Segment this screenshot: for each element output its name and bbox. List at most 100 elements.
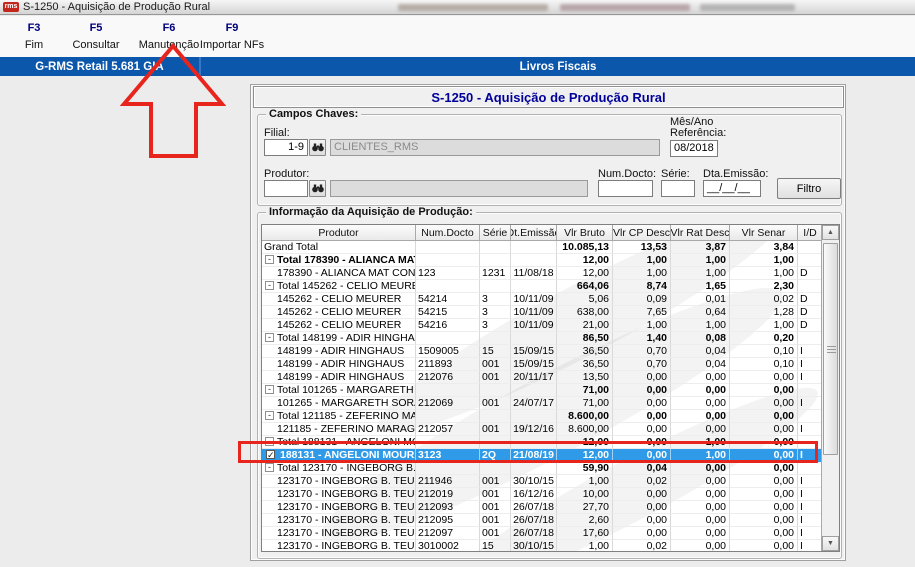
produtor-cell: 178390 - ALIANCA MAT CONSTRUCAO <box>262 267 416 280</box>
filtro-button[interactable]: Filtro <box>777 178 841 199</box>
grid-row[interactable]: Grand Total 10.085,13 13,53 3,87 3,84 <box>262 241 823 254</box>
vlr-rat-desc-cell: 1,00 <box>671 436 730 449</box>
grid-row[interactable]: 148199 - ADIR HINGHAUS 211893 001 15/09/15 3… <box>262 358 823 371</box>
vlr-rat-desc-cell: 1,00 <box>671 254 730 267</box>
grid-row[interactable]: 123170 - INGEBORG B. TEUBER30100021530/1… <box>262 540 823 552</box>
vlr-cp-desc-cell: 7,65 <box>613 306 671 319</box>
serie-cell: 15 <box>480 540 511 551</box>
grid-row[interactable]: -Total 101265 - MARGARETH SORATT71,000,0… <box>262 384 823 397</box>
vlr-cp-desc-cell: 0,00 <box>613 384 671 397</box>
grid-row[interactable]: 123170 - INGEBORG B. TEUBER21201900116/1… <box>262 488 823 501</box>
column-header[interactable]: Vlr Senar <box>730 225 798 241</box>
vlr-senar-cell: 0,10 <box>730 345 798 358</box>
vlr-senar-cell: 0,00 <box>730 384 798 397</box>
vlr-cp-desc-cell: 0,00 <box>613 501 671 514</box>
grid-row[interactable]: 101265 - MARGARETH SORATTO BU21206900124… <box>262 397 823 410</box>
filial-lookup-button[interactable] <box>309 139 326 156</box>
fkey-fim[interactable]: F3 Fim <box>12 22 56 51</box>
grid-row-selected[interactable]: ✓ 188131 - ANGELONI MOURA 3123 2Q 21/08/19 12… <box>262 449 823 462</box>
grid-row[interactable]: 148199 - ADIR HINGHAUS 1509005 15 15/09/15 3… <box>262 345 823 358</box>
dt-emissao-cell <box>511 462 557 475</box>
grid-vertical-scrollbar[interactable]: ▲ ▼ <box>821 225 839 551</box>
num-docto-input[interactable] <box>598 180 653 197</box>
collapse-icon[interactable]: - <box>265 463 274 472</box>
column-header[interactable]: Vlr Rat Desc <box>671 225 730 241</box>
fkey-consultar[interactable]: F5 Consultar <box>64 22 128 51</box>
produtor-text: 123170 - INGEBORG B. TEUBER <box>277 540 415 552</box>
produtor-cell: 123170 - INGEBORG B. TEUBER <box>262 527 416 540</box>
dt-emissao-cell: 26/07/18 <box>511 527 557 540</box>
dt-emissao-cell <box>511 436 557 449</box>
grid-row[interactable]: 145262 - CELIO MEURER 54214 3 10/11/09 5,06 0… <box>262 293 823 306</box>
filial-input[interactable]: 1-9 <box>264 139 308 156</box>
grid-row[interactable]: 123170 - INGEBORG B. TEUBER21194600130/1… <box>262 475 823 488</box>
grid-row[interactable]: -Total 178390 - ALIANCA MAT CO12,001,001… <box>262 254 823 267</box>
serie-input[interactable] <box>661 180 695 197</box>
grid-row[interactable]: -Total 123170 - INGEBORG B. TEUBER59,900… <box>262 462 823 475</box>
grid-row[interactable]: 121185 - ZEFERINO MARAGNO 212057 001 19/12/… <box>262 423 823 436</box>
fkey-importar-nfs[interactable]: F9 Importar NFs <box>192 22 272 51</box>
num-docto-cell <box>416 410 480 423</box>
grid-row[interactable]: - Total 148199 - ADIR HINGHAUS 86,50 1,40 0,… <box>262 332 823 345</box>
produtor-cell: 123170 - INGEBORG B. TEUBER <box>262 540 416 552</box>
column-header[interactable]: I/D <box>798 225 823 241</box>
fkey-toolbar: F3 Fim F5 Consultar F6 Manutenção F9 Imp… <box>0 16 915 57</box>
column-header[interactable]: Série <box>480 225 511 241</box>
num-docto-cell: 211893 <box>416 358 480 371</box>
vlr-cp-desc-cell: 0,09 <box>613 293 671 306</box>
scroll-down-button[interactable]: ▼ <box>822 536 839 551</box>
num-docto-cell: 3123 <box>416 449 480 462</box>
column-header[interactable]: Produtor <box>262 225 416 241</box>
id-cell: I <box>798 371 823 384</box>
grid-row[interactable]: -Total 121185 - ZEFERINO MARAGNO 8.600,00… <box>262 410 823 423</box>
row-checkbox-checked[interactable]: ✓ <box>266 450 275 460</box>
aquisicao-legend: Informação da Aquisição de Produção: <box>266 206 476 218</box>
grid-row[interactable]: 123170 - INGEBORG B. TEUBER21209700126/0… <box>262 527 823 540</box>
grid-row[interactable]: 123170 - INGEBORG B. TEUBER21209300126/0… <box>262 501 823 514</box>
produtor-cell: 145262 - CELIO MEURER <box>262 293 416 306</box>
fkey-caption: Fim <box>24 39 44 51</box>
serie-cell: 001 <box>480 488 511 501</box>
dta-emissao-input[interactable]: __/__/__ <box>703 180 761 197</box>
window-titlebar[interactable]: rms S-1250 - Aquisição de Produção Rural <box>0 0 915 15</box>
collapse-icon[interactable]: - <box>265 437 274 446</box>
vlr-rat-desc-cell: 1,00 <box>671 319 730 332</box>
column-header[interactable]: Vlr CP Desc <box>613 225 671 241</box>
produtor-cell: -Total 101265 - MARGARETH SORATT <box>262 384 416 397</box>
vlr-bruto-cell: 86,50 <box>557 332 613 345</box>
grid-row[interactable]: 145262 - CELIO MEURER 54216 3 10/11/09 21,00… <box>262 319 823 332</box>
vlr-bruto-cell: 36,50 <box>557 358 613 371</box>
grid-row[interactable]: 123170 - INGEBORG B. TEUBER21209500126/0… <box>262 514 823 527</box>
id-cell <box>798 254 823 267</box>
mes-ano-input[interactable]: 08/2018 <box>670 140 718 157</box>
grid-row[interactable]: 145262 - CELIO MEURER 54215 3 10/11/09 638,0… <box>262 306 823 319</box>
grid-row[interactable]: -Total 188131 - ANGELONI MOURA12,000,001… <box>262 436 823 449</box>
module-label[interactable]: Livros Fiscais <box>519 60 597 73</box>
grid-row[interactable]: - Total 145262 - CELIO MEURER 664,06 8,74 1,… <box>262 280 823 293</box>
id-cell <box>798 332 823 345</box>
column-header[interactable]: Num.Docto <box>416 225 480 241</box>
dt-emissao-cell: 30/10/15 <box>511 475 557 488</box>
collapse-icon[interactable]: - <box>265 255 274 264</box>
app-version-label[interactable]: G-RMS Retail 5.681 GIA <box>0 57 201 76</box>
produtor-input[interactable] <box>264 180 308 197</box>
grid-row[interactable]: 148199 - ADIR HINGHAUS 212076 001 20/11/17 1… <box>262 371 823 384</box>
scrollbar-thumb[interactable] <box>823 243 838 455</box>
num-docto-cell <box>416 332 480 345</box>
collapse-icon[interactable]: - <box>265 333 274 342</box>
column-header[interactable]: Vlr Bruto <box>557 225 613 241</box>
vlr-senar-cell: 0,00 <box>730 488 798 501</box>
produtor-lookup-button[interactable] <box>309 180 326 197</box>
column-header[interactable]: Dt.Emissão <box>511 225 557 241</box>
grid-row[interactable]: 178390 - ALIANCA MAT CONSTRUCAO123123111… <box>262 267 823 280</box>
collapse-icon[interactable]: - <box>265 385 274 394</box>
scroll-up-button[interactable]: ▲ <box>822 225 839 240</box>
grid-rows: Grand Total 10.085,13 13,53 3,87 3,84- Total … <box>262 241 823 552</box>
vlr-senar-cell: 0,00 <box>730 501 798 514</box>
collapse-icon[interactable]: - <box>265 411 274 420</box>
vlr-cp-desc-cell: 0,70 <box>613 345 671 358</box>
serie-cell: 001 <box>480 358 511 371</box>
dt-emissao-cell: 11/08/18 <box>511 267 557 280</box>
collapse-icon[interactable]: - <box>265 281 274 290</box>
num-docto-cell <box>416 241 480 254</box>
